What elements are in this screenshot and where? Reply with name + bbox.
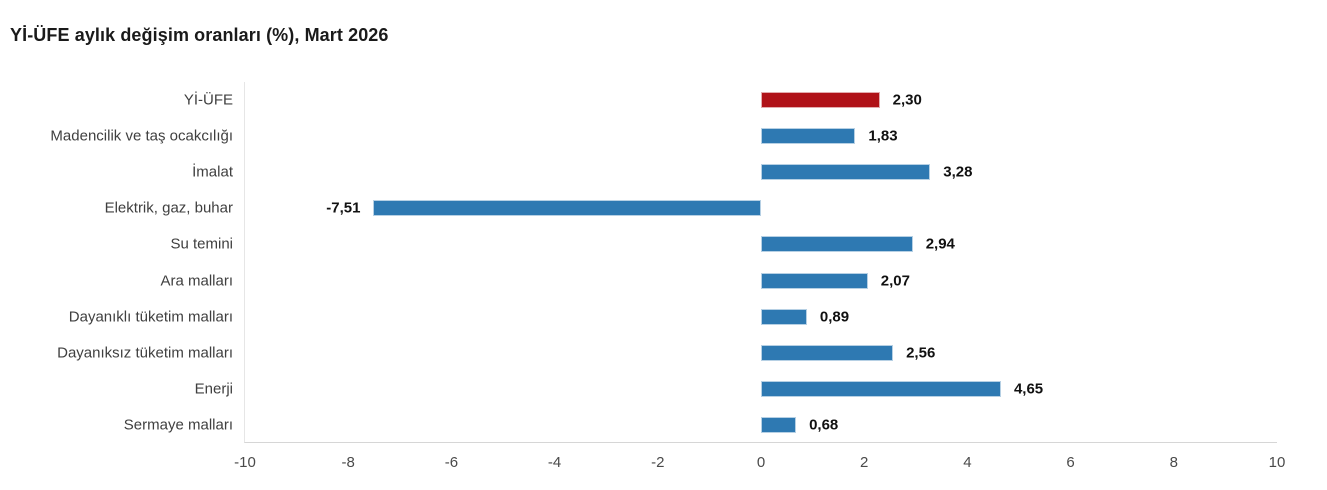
category-label: Enerji <box>194 380 233 398</box>
x-tick-label: -6 <box>444 454 459 471</box>
x-tick-label: 0 <box>756 454 766 471</box>
bar[interactable] <box>761 92 880 109</box>
bar[interactable] <box>761 236 913 253</box>
bar-row: Su temini 2,94 <box>170 226 1277 262</box>
bar-row: Dayanıksız tüketim malları 2,56 <box>57 335 1277 371</box>
bar-rows: Yİ-ÜFE 2,30 Madencilik ve taş ocakcılığı… <box>50 82 1277 443</box>
bar[interactable] <box>761 272 868 289</box>
x-tick-label: 2 <box>860 454 869 471</box>
x-tick-label: -8 <box>341 454 355 471</box>
bar-row: Elektrik, gaz, buhar -7,51 <box>105 190 1277 226</box>
bar-row: Madencilik ve taş ocakcılığı 1,83 <box>50 118 1277 154</box>
bar[interactable] <box>761 416 797 433</box>
value-label: 3,28 <box>943 163 973 181</box>
category-label: Dayanıksız tüketim malları <box>57 344 233 362</box>
bar[interactable] <box>761 164 931 181</box>
category-label: Madencilik ve taş ocakcılığı <box>50 127 233 145</box>
value-label: 4,65 <box>1013 380 1044 398</box>
bar-row: İmalat 3,28 <box>192 154 1277 190</box>
x-tick-label: -4 <box>547 454 562 471</box>
bar-row: Enerji 4,65 <box>195 371 1277 407</box>
value-label: 0,68 <box>809 416 839 434</box>
category-label: Su temini <box>170 235 233 253</box>
value-label: 2,56 <box>906 344 936 362</box>
category-label: Ara malları <box>160 272 233 290</box>
x-tick-label: -10 <box>234 454 256 471</box>
category-label: Sermaye malları <box>123 416 233 434</box>
bar-row: Sermaye malları 0,68 <box>124 407 1277 443</box>
x-tick-label: 8 <box>1169 454 1178 471</box>
bar-row: Ara malları 2,07 <box>160 263 1277 299</box>
category-label: İmalat <box>192 163 233 181</box>
bar[interactable] <box>373 200 761 217</box>
x-tick-label: 10 <box>1268 454 1286 471</box>
value-label: -7,51 <box>326 199 361 217</box>
x-axis: -10 -8 -6 -4 -2 0 2 4 6 8 10 <box>234 442 1285 482</box>
chart-title: Yİ-ÜFE aylık değişim oranları (%), Mart … <box>10 25 389 45</box>
x-tick-label: 6 <box>1066 454 1075 471</box>
bar[interactable] <box>761 128 856 145</box>
x-tick-label: -2 <box>651 454 665 471</box>
bar[interactable] <box>761 308 807 325</box>
category-label: Dayanıklı tüketim malları <box>68 308 233 326</box>
bar-row: Yİ-ÜFE 2,30 <box>184 82 1277 118</box>
value-label: 1,83 <box>868 127 898 145</box>
bar[interactable] <box>761 344 894 361</box>
category-label: Yİ-ÜFE <box>183 91 233 109</box>
category-label: Elektrik, gaz, buhar <box>104 199 233 217</box>
value-label: 2,94 <box>925 235 955 253</box>
bar-row: Dayanıklı tüketim malları 0,89 <box>69 299 1277 335</box>
bar[interactable] <box>761 380 1001 397</box>
value-label: 2,07 <box>880 272 910 290</box>
value-label: 0,89 <box>819 308 850 326</box>
x-tick-label: 4 <box>963 454 972 471</box>
plot-area: Yİ-ÜFE 2,30 Madencilik ve taş ocakcılığı… <box>50 82 1285 471</box>
value-label: 2,30 <box>892 91 922 109</box>
